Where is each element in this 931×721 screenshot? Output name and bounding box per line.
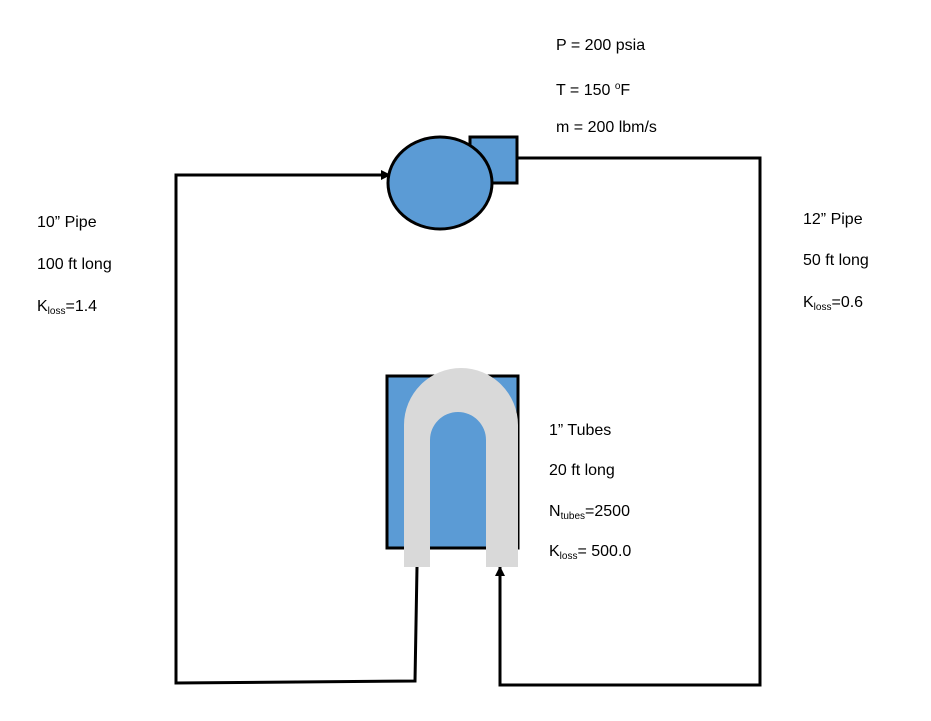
tube-length-label: 20 ft long xyxy=(549,462,615,479)
pump-pressure-label: P = 200 psia xyxy=(556,37,646,54)
tube-size-label: 1” Tubes xyxy=(549,422,612,439)
pump-mass-flow-label: m = 200 lbm/s xyxy=(556,119,657,136)
right-pipe-kloss-label: Kloss=0.6 xyxy=(803,294,864,313)
tube-count-label: Ntubes=2500 xyxy=(549,503,630,522)
left-pipe-line xyxy=(174,170,419,685)
left-pipe-size-label: 10” Pipe xyxy=(37,214,97,231)
right-pipe-size-label: 12” Pipe xyxy=(803,211,863,228)
u-tube xyxy=(404,368,518,567)
pump-casing xyxy=(386,135,494,231)
tube-kloss-label: Kloss= 500.0 xyxy=(549,543,632,562)
right-pipe-line xyxy=(495,156,762,687)
pump xyxy=(386,135,519,231)
right-pipe-length-label: 50 ft long xyxy=(803,252,869,269)
heat-exchanger xyxy=(385,368,520,567)
left-pipe-kloss-label: Kloss=1.4 xyxy=(37,298,98,317)
left-pipe-length-label: 100 ft long xyxy=(37,256,112,273)
pump-temperature-label: T = 150 oF xyxy=(556,81,631,99)
